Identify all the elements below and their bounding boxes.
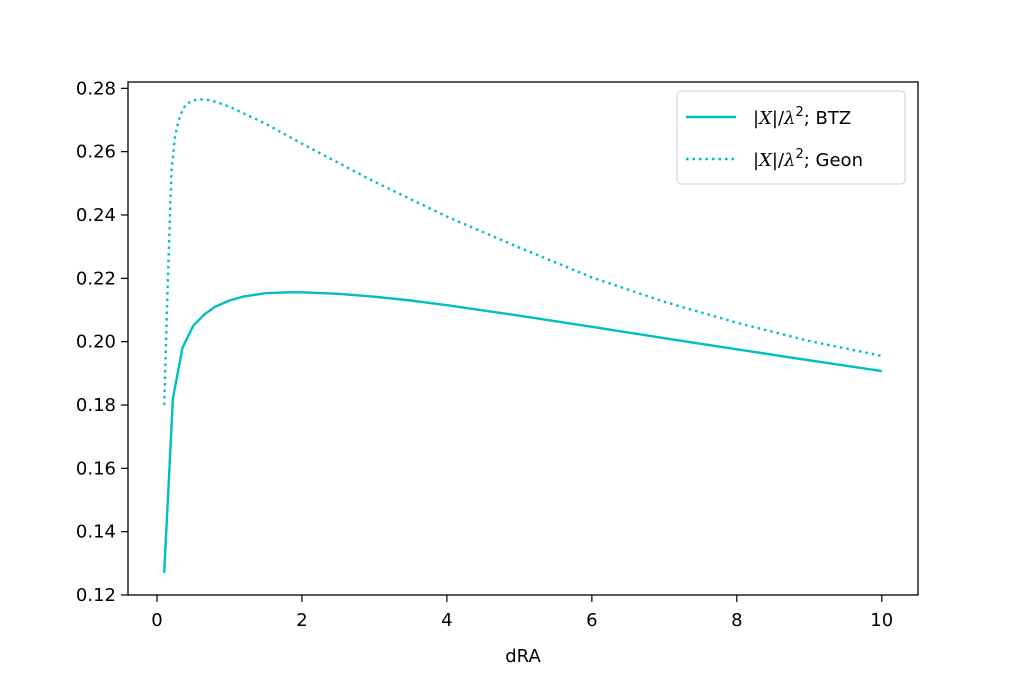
x-axis: 0 2 4 6 8 10: [151, 595, 893, 631]
plot-frame: [127, 81, 919, 596]
series-layer: [163, 98, 883, 573]
y-tick-label: 0.22: [76, 268, 116, 289]
y-tick-label: 0.18: [76, 395, 116, 416]
y-tick-label: 0.12: [76, 585, 116, 606]
legend: |X|/λ2; BTZ |X|/λ2; Geon: [676, 90, 906, 185]
series-line-geon: [163, 98, 883, 406]
legend-box: [676, 90, 906, 185]
y-axis: 0.12 0.14 0.16 0.18 0.20 0.22 0.24 0.26 0.28: [76, 78, 128, 606]
series-line-btz: [163, 291, 882, 573]
y-tick-label: 0.14: [76, 522, 116, 543]
x-tick-label: 4: [441, 610, 452, 631]
x-tick-label: 8: [731, 610, 742, 631]
x-axis-label: dRA: [505, 646, 541, 667]
y-tick-label: 0.16: [76, 458, 116, 479]
y-tick-label: 0.24: [76, 205, 116, 226]
legend-label: |X|/λ2; Geon: [753, 147, 863, 171]
x-tick-label: 0: [151, 610, 162, 631]
y-tick-label: 0.20: [76, 332, 116, 353]
y-tick-label: 0.28: [76, 78, 116, 99]
x-tick-label: 2: [296, 610, 307, 631]
legend-label: |X|/λ2; BTZ: [753, 105, 851, 129]
x-tick-label: 10: [870, 610, 893, 631]
y-tick-label: 0.26: [76, 142, 116, 163]
x-tick-label: 6: [586, 610, 597, 631]
